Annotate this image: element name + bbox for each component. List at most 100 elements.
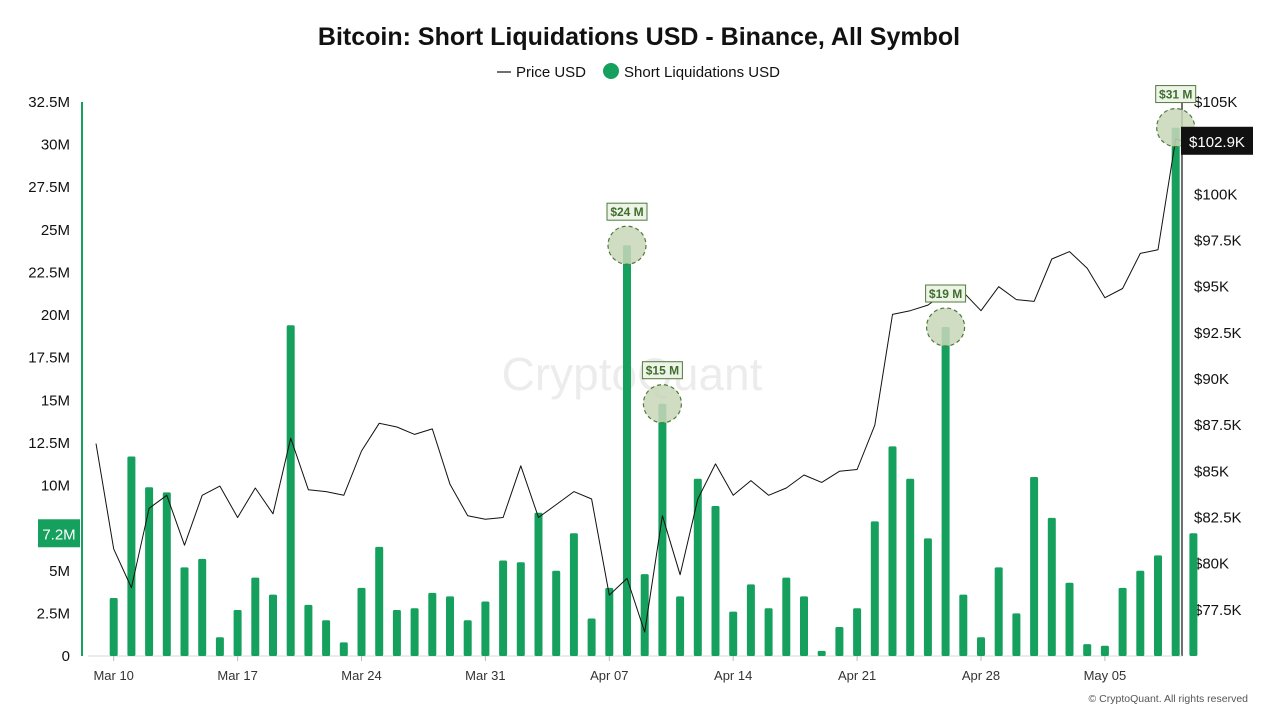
liquidation-bar: [322, 620, 331, 656]
right-tick-label: $82.5K: [1194, 510, 1242, 527]
left-tick-label: 27.5M: [28, 179, 70, 196]
annotation-label: $15 M: [646, 364, 679, 378]
watermark-text: CryptoQuant: [502, 348, 763, 400]
liquidation-bar: [1136, 570, 1145, 656]
liquidation-bar: [693, 478, 702, 656]
annotation-label: $19 M: [929, 287, 962, 301]
right-tick-label: $100K: [1194, 186, 1237, 203]
liquidation-bar: [145, 487, 154, 656]
liquidation-bar: [446, 596, 454, 656]
liquidation-bar: [286, 325, 295, 656]
liquidation-bar: [605, 587, 614, 656]
liquidation-bar: [357, 587, 366, 656]
x-tick-label: Apr 21: [838, 668, 876, 683]
annotation-box: [1155, 85, 1197, 104]
liquidation-bar: [1154, 555, 1162, 656]
annotation-label: $24 M: [610, 205, 643, 219]
annotation-box: [641, 361, 683, 380]
liquidation-bar: [800, 596, 808, 656]
liquidation-bar: [1118, 587, 1127, 656]
liquidation-bar: [569, 533, 578, 656]
right-tick-label: $97.5K: [1194, 233, 1242, 250]
liquidation-bar: [499, 560, 508, 656]
left-tick-label: 15M: [41, 392, 70, 409]
right-tick-label: $80K: [1194, 556, 1229, 573]
liquidation-bar: [516, 562, 525, 656]
x-tick-label: Mar 24: [341, 668, 381, 683]
liquidation-bar: [1189, 533, 1198, 656]
left-tick-label: 5M: [49, 563, 70, 580]
liquidation-bar: [198, 558, 207, 656]
liquidation-bar: [746, 584, 755, 656]
x-tick-label: Mar 10: [93, 668, 133, 683]
legend[interactable]: Price USD Short Liquidations USD: [497, 63, 780, 81]
liquidation-bar: [1030, 477, 1039, 656]
left-tick-label: 12.5M: [28, 435, 70, 452]
x-tick-label: Apr 28: [962, 668, 1000, 683]
left-tick-label: 0: [62, 648, 70, 665]
right-tick-label: $87.5K: [1194, 417, 1242, 434]
liquidation-bar: [640, 574, 649, 656]
current-price-label: $102.9K: [1189, 134, 1245, 151]
annotation-box: [606, 202, 648, 221]
left-tick-label: 17.5M: [28, 350, 70, 367]
liquidation-bar: [729, 611, 738, 656]
x-tick-label: Mar 31: [465, 668, 505, 683]
liquidation-bar: [941, 327, 950, 656]
liquidation-bar: [587, 618, 596, 656]
current-liquidation-label: 7.2M: [42, 526, 75, 543]
liquidation-bar: [835, 627, 844, 656]
liquidation-bar: [870, 521, 879, 656]
left-tick-label: 32.5M: [28, 94, 70, 111]
liquidation-bar: [906, 478, 915, 656]
liquidation-bar: [1083, 644, 1092, 656]
liquidation-bar: [339, 642, 348, 656]
liquidation-bar: [1171, 127, 1180, 657]
liquidation-bar: [481, 601, 490, 656]
liquidation-bar: [109, 598, 118, 656]
liquidation-bar: [463, 620, 472, 656]
left-tick-label: 20M: [41, 307, 70, 324]
x-axis: Mar 10 Mar 17 Mar 24 Mar 31 Apr 07 Apr 14 Apr …: [88, 655, 1182, 683]
legend-price-label[interactable]: Price USD: [516, 64, 586, 81]
liquidation-bar: [782, 577, 791, 656]
annotation-circle: [925, 307, 966, 347]
liquidation-bar: [410, 608, 419, 656]
liquidation-bar: [269, 594, 277, 656]
x-tick-label: Apr 07: [590, 668, 628, 683]
liquidation-bar: [375, 546, 384, 656]
liquidation-bar: [676, 596, 685, 656]
liquidation-bar: [392, 609, 401, 656]
x-tick-label: May 05: [1084, 668, 1127, 683]
liquidation-bar: [304, 604, 313, 656]
liquidation-bar: [534, 512, 543, 656]
liquidation-bar: [1012, 613, 1021, 656]
liquidation-bar: [1065, 582, 1074, 656]
liquidation-bar: [853, 608, 862, 656]
liquidation-bar: [959, 594, 968, 656]
price-series: [95, 134, 1212, 633]
x-tick-label: Apr 14: [714, 668, 752, 683]
liquidation-bar: [994, 567, 1003, 656]
chart-title: Bitcoin: Short Liquidations USD - Binanc…: [318, 23, 960, 51]
price-line: [95, 134, 1212, 633]
right-tick-label: $105K: [1194, 94, 1237, 111]
liquidation-bar: [428, 592, 437, 656]
left-tick-label: 25M: [41, 222, 70, 239]
liquidation-bar: [215, 637, 224, 656]
liquidation-bar: [552, 570, 561, 656]
right-tick-label: $95K: [1194, 279, 1229, 296]
annotation-label: $31 M: [1159, 88, 1192, 102]
legend-liquidations-label[interactable]: Short Liquidations USD: [624, 64, 780, 81]
liquidation-bar: [233, 609, 242, 656]
right-tick-label: $85K: [1194, 463, 1229, 480]
copyright-text: © CryptoQuant. All rights reserved: [1089, 693, 1249, 705]
right-axis: $77.5K $80K $82.5K $85K $87.5K $90K $92.5K $95K…: [1181, 94, 1242, 656]
annotations: $24 M $15 M $19 M $31 M: [606, 85, 1197, 424]
liquidation-bar: [764, 608, 773, 656]
liquidation-bar: [817, 650, 826, 656]
current-price-badge: [1181, 126, 1253, 155]
liquidation-bar: [888, 446, 897, 656]
liquidation-bar: [923, 538, 932, 656]
